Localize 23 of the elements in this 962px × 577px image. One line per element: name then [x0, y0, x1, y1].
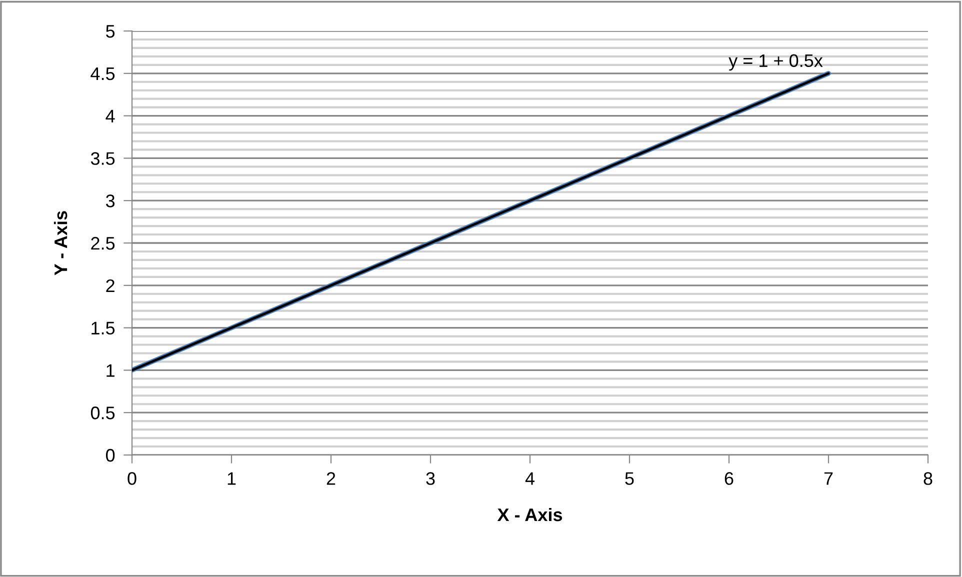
- y-tick-label: 4: [106, 110, 115, 122]
- x-axis-title: X - Axis: [497, 508, 562, 522]
- x-tick-label: 8: [924, 472, 932, 485]
- y-tick-label: 1: [106, 364, 114, 377]
- y-tick-label: 4.5: [90, 68, 115, 80]
- y-tick-label: 3: [106, 194, 115, 208]
- x-tick-label: 4: [525, 472, 534, 485]
- y-tick-label: 0: [106, 448, 115, 462]
- y-tick-label: 0.5: [90, 406, 115, 420]
- y-tick-label: 2: [106, 279, 114, 292]
- annotation: y = 1 + 0.5x: [728, 54, 823, 71]
- y-axis-title: Y - Axis: [54, 211, 68, 276]
- x-tick-label: 0: [128, 472, 136, 485]
- y-tick-label: 1.5: [92, 322, 115, 335]
- y-tick-label: 2.5: [91, 236, 115, 250]
- x-tick-label: 2: [326, 472, 336, 485]
- x-tick-label: 5: [625, 472, 634, 485]
- y-tick-label: 3.5: [90, 152, 115, 165]
- x-tick-label: 1: [228, 472, 236, 485]
- x-tick-label: 3: [426, 472, 435, 485]
- y-tick-label: 5: [106, 25, 115, 38]
- x-tick-label: 6: [724, 472, 734, 485]
- x-tick-label: 7: [824, 472, 833, 485]
